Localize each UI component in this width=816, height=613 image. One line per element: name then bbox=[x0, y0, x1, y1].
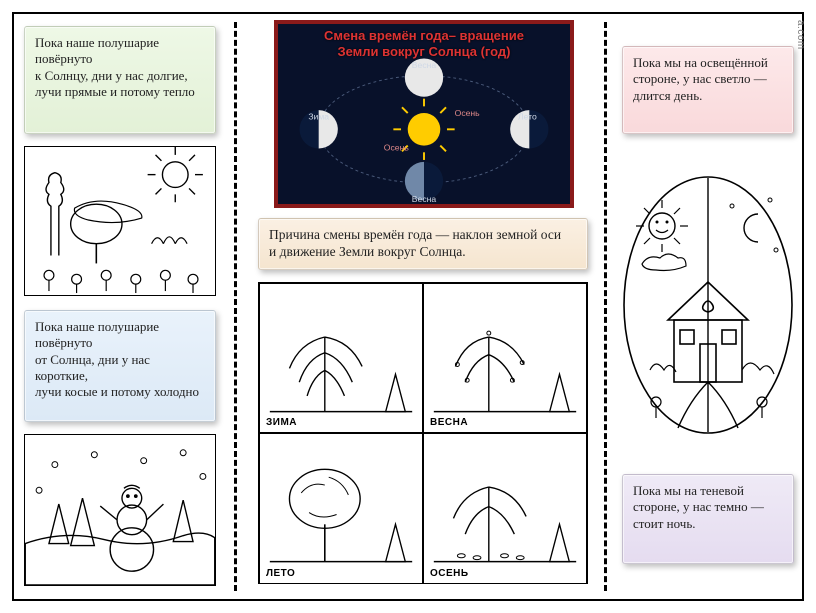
svg-text:Осень: Осень bbox=[384, 142, 410, 152]
card-away-from-sun: Пока наше полушарие повёрнутоот Солнца, … bbox=[24, 310, 216, 422]
diagram-earth-orbit: Смена времён года– вращение Земли вокруг… bbox=[274, 20, 574, 208]
season-label: ЛЕТО bbox=[266, 568, 295, 579]
watermark-text: a.com bbox=[795, 20, 806, 50]
season-cell-summer: ЛЕТО bbox=[259, 433, 423, 583]
fold-line-right bbox=[604, 22, 607, 591]
illustration-day-night-house bbox=[620, 170, 796, 440]
season-label: ЗИМА bbox=[266, 417, 297, 428]
illustration-summer-meadow bbox=[24, 146, 216, 296]
card-text: Пока наше полушарие повёрнутоот Солнца, … bbox=[35, 319, 199, 399]
card-text: Причина смены времён года — наклон земно… bbox=[269, 227, 561, 259]
season-cell-autumn: ОСЕНЬ bbox=[423, 433, 587, 583]
illustration-winter-snowman bbox=[24, 434, 216, 586]
worksheet-frame: a.com Пока наше полушарие повёрнуток Сол… bbox=[12, 12, 804, 601]
svg-text:Осень: Осень bbox=[455, 108, 481, 118]
card-text: Пока мы на освещённой стороне, у нас све… bbox=[633, 55, 768, 103]
svg-text:Весна: Весна bbox=[412, 60, 437, 70]
svg-text:Весна: Весна bbox=[412, 194, 437, 204]
season-cell-winter: ЗИМА bbox=[259, 283, 423, 433]
card-reason-seasons: Причина смены времён года — наклон земно… bbox=[258, 218, 588, 270]
card-text: Пока мы на теневой стороне, у нас темно … bbox=[633, 483, 764, 531]
card-lit-side: Пока мы на освещённой стороне, у нас све… bbox=[622, 46, 794, 134]
fold-line-left bbox=[234, 22, 237, 591]
card-text: Пока наше полушарие повёрнуток Солнцу, д… bbox=[35, 35, 195, 99]
season-label: ОСЕНЬ bbox=[430, 568, 469, 579]
svg-text:Зима: Зима bbox=[308, 112, 329, 122]
card-shadow-side: Пока мы на теневой стороне, у нас темно … bbox=[622, 474, 794, 564]
season-label: ВЕСНА bbox=[430, 417, 468, 428]
seasons-grid: ЗИМА ВЕСНА bbox=[258, 282, 588, 584]
card-toward-sun: Пока наше полушарие повёрнуток Солнцу, д… bbox=[24, 26, 216, 134]
svg-text:Лето: Лето bbox=[518, 112, 537, 122]
season-cell-spring: ВЕСНА bbox=[423, 283, 587, 433]
